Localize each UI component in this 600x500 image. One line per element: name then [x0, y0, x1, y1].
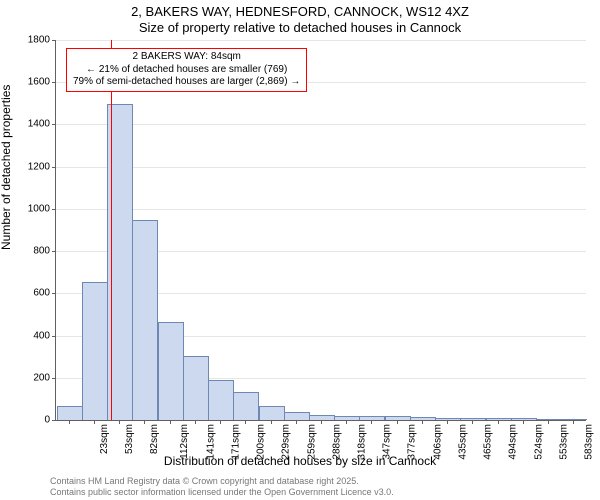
ytick-label: 200 — [33, 372, 56, 383]
xtick-mark — [144, 420, 145, 424]
gridline — [56, 124, 586, 125]
xtick-mark — [119, 420, 120, 424]
ytick-label: 1400 — [28, 119, 56, 130]
xtick-mark — [94, 420, 95, 424]
xtick-mark — [195, 420, 196, 424]
histogram-bar — [486, 418, 512, 420]
marker-line — [111, 40, 112, 420]
annotation-line-1: 2 BAKERS WAY: 84sqm — [73, 51, 300, 64]
histogram-bar — [284, 412, 310, 420]
xtick-mark — [498, 420, 499, 424]
title-line-2: Size of property relative to detached ho… — [0, 20, 600, 35]
footer-text: Contains HM Land Registry data © Crown c… — [50, 476, 394, 499]
gridline — [56, 167, 586, 168]
histogram-bar — [82, 282, 108, 420]
xtick-mark — [271, 420, 272, 424]
xtick-mark — [220, 420, 221, 424]
histogram-bar — [233, 392, 259, 420]
xtick-label: 53sqm — [124, 424, 135, 454]
ytick-label: 1600 — [28, 77, 56, 88]
histogram-bar — [561, 419, 587, 420]
gridline — [56, 40, 586, 41]
histogram-bar — [57, 406, 83, 420]
xtick-mark — [548, 420, 549, 424]
xtick-mark — [245, 420, 246, 424]
footer-line-1: Contains HM Land Registry data © Crown c… — [50, 476, 394, 487]
ytick-label: 1000 — [28, 203, 56, 214]
histogram-bar — [208, 380, 234, 420]
ytick-label: 600 — [33, 288, 56, 299]
histogram-bar — [511, 418, 537, 420]
histogram-bar — [259, 406, 285, 420]
xtick-mark — [170, 420, 171, 424]
chart-container: 2, BAKERS WAY, HEDNESFORD, CANNOCK, WS12… — [0, 0, 600, 500]
xtick-mark — [523, 420, 524, 424]
histogram-bar — [410, 417, 436, 420]
xtick-mark — [321, 420, 322, 424]
histogram-bar — [132, 220, 158, 421]
annotation-line-2: ← 21% of detached houses are smaller (76… — [73, 64, 300, 77]
plot-area: 02004006008001000120014001600180023sqm53… — [55, 40, 586, 421]
title-line-1: 2, BAKERS WAY, HEDNESFORD, CANNOCK, WS12… — [0, 4, 600, 19]
xtick-mark — [447, 420, 448, 424]
histogram-bar — [183, 356, 209, 420]
histogram-bar — [385, 416, 411, 420]
gridline — [56, 209, 586, 210]
footer-line-2: Contains public sector information licen… — [50, 487, 394, 498]
ytick-label: 1200 — [28, 161, 56, 172]
xtick-mark — [346, 420, 347, 424]
histogram-bar — [460, 418, 486, 420]
x-axis-label: Distribution of detached houses by size … — [0, 454, 600, 468]
xtick-mark — [397, 420, 398, 424]
xtick-mark — [472, 420, 473, 424]
xtick-label: 82sqm — [149, 424, 160, 454]
ytick-label: 800 — [33, 246, 56, 257]
xtick-mark — [69, 420, 70, 424]
histogram-bar — [359, 416, 385, 420]
histogram-bar — [158, 322, 184, 420]
xtick-mark — [422, 420, 423, 424]
annotation-line-3: 79% of semi-detached houses are larger (… — [73, 76, 300, 89]
histogram-bar — [334, 416, 360, 420]
xtick-mark — [573, 420, 574, 424]
ytick-label: 400 — [33, 330, 56, 341]
y-axis-label: Number of detached properties — [0, 85, 13, 250]
xtick-label: 23sqm — [99, 424, 110, 454]
xtick-mark — [371, 420, 372, 424]
ytick-label: 0 — [44, 415, 56, 426]
xtick-mark — [296, 420, 297, 424]
ytick-label: 1800 — [28, 35, 56, 46]
annotation-box: 2 BAKERS WAY: 84sqm ← 21% of detached ho… — [66, 48, 307, 92]
